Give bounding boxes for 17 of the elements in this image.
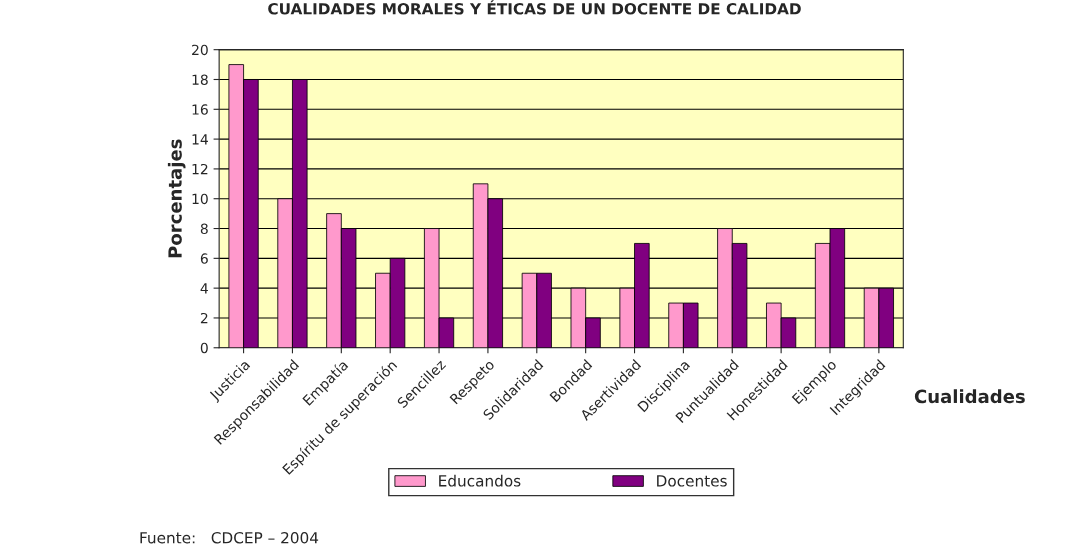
y-tick-label: 16	[192, 104, 208, 115]
source-note: Fuente: CDCEP – 2004	[140, 531, 319, 544]
y-tick-label: 8	[200, 223, 208, 234]
y-tick-label: 0	[200, 342, 208, 354]
y-tick-label: 12	[192, 163, 208, 175]
y-tick-label: 6	[200, 253, 208, 264]
chart-title: CUALIDADES MORALES Y ÉTICAS DE UN DOCENTE DE CALIDAD	[268, 0, 801, 15]
x-axis-title: Cualidades	[914, 389, 1025, 404]
y-tick-label: 20	[192, 44, 208, 56]
legend-label: Docentes	[657, 475, 727, 487]
y-tick-label: 10	[192, 193, 208, 205]
legend-label: Educandos	[439, 474, 521, 487]
y-tick-label: 2	[200, 312, 208, 324]
y-axis-title: Porcentajes	[167, 139, 186, 258]
y-tick-label: 14	[192, 134, 208, 145]
y-tick-label: 4	[200, 283, 208, 294]
y-tick-label: 18	[192, 74, 208, 85]
